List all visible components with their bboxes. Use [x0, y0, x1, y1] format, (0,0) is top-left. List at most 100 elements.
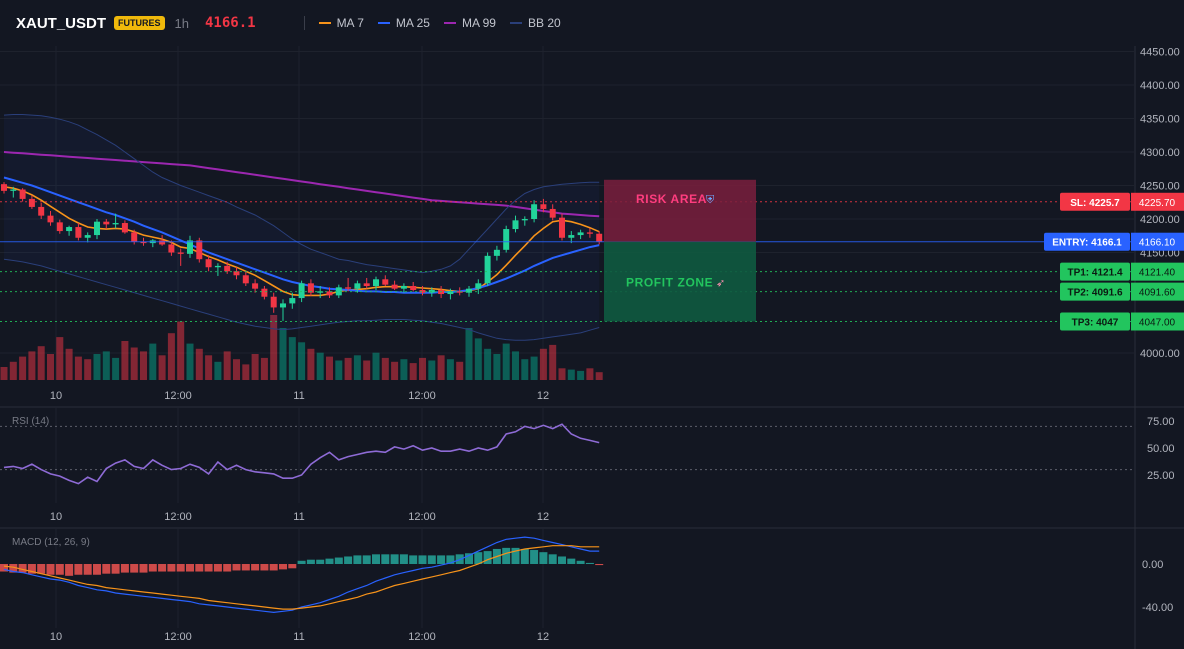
legend-swatch: [509, 22, 522, 24]
candle-body: [549, 208, 556, 218]
legend-ma99[interactable]: MA 99: [443, 16, 496, 30]
macd-hist-bar: [120, 564, 129, 573]
candle-body: [47, 215, 54, 223]
volume-bar: [270, 315, 278, 380]
volume-bar: [539, 348, 547, 380]
level-tag-text: TP3: 4047: [1072, 318, 1119, 329]
bb-lower-line: [3, 258, 600, 341]
macd-signal-line: [3, 545, 600, 610]
macd-hist-bar: [288, 564, 297, 569]
futures-badge: FUTURES: [114, 16, 165, 30]
candle-body: [38, 206, 45, 216]
level-tag-tp1: [1060, 262, 1130, 281]
legend-ma25[interactable]: MA 25: [377, 16, 430, 30]
level-tag-tp2: [1060, 282, 1130, 301]
macd-hist-bar: [65, 564, 74, 576]
macd-tick-label: 0.00: [1142, 559, 1163, 571]
time-tick-label: 12: [537, 390, 549, 402]
symbol-title[interactable]: XAUT_USDT: [16, 14, 107, 32]
volume-bar: [298, 342, 306, 380]
volume-bar: [205, 355, 213, 380]
volume-bar: [112, 357, 120, 380]
volume-bar: [121, 341, 129, 380]
time-tick-label: 12:00: [408, 511, 436, 523]
level-tag-text: TP2: 4091.6: [1067, 288, 1122, 299]
price-tick-label: 4450.00: [1140, 47, 1180, 59]
legend-ma7[interactable]: MA 7: [318, 16, 364, 30]
candle-body: [224, 265, 231, 272]
macd-hist-bar: [502, 547, 511, 564]
time-tick-label: 11: [293, 390, 304, 402]
level-price-tag: [1131, 262, 1184, 281]
macd-hist-bar: [139, 564, 148, 573]
candle-body: [335, 287, 342, 296]
time-tick-label: 12:00: [164, 390, 192, 402]
candle-body: [168, 244, 175, 253]
candle-body: [484, 255, 491, 284]
volume-bar: [419, 357, 426, 380]
level-price-tag: [1131, 282, 1184, 301]
volume-bar: [577, 370, 585, 380]
candle-body: [354, 283, 361, 289]
macd-hist-bar: [316, 559, 325, 564]
volume-bar: [502, 343, 510, 380]
volume-bar: [74, 356, 82, 380]
macd-hist-bar: [465, 553, 473, 564]
interval-label[interactable]: 1h: [174, 15, 189, 31]
time-tick-label: 12:00: [408, 631, 436, 643]
candle-body: [521, 219, 528, 221]
price-tick-label: 4350.00: [1140, 114, 1180, 126]
level-price-text: 4121.40: [1139, 268, 1176, 279]
time-tick-label: 10: [50, 390, 62, 402]
level-price-tag: [1131, 192, 1184, 211]
time-tick-label: 11: [293, 511, 304, 523]
macd-hist-bar: [158, 564, 167, 572]
profit-zone-label: PROFIT ZONE: [626, 276, 713, 290]
time-tick-label: 12:00: [164, 511, 192, 523]
volume-bar: [372, 352, 380, 380]
macd-hist-bar: [595, 564, 604, 566]
macd-hist-bar: [511, 547, 520, 564]
volume-bar: [0, 367, 8, 380]
macd-hist-bar: [213, 564, 222, 572]
macd-hist-bar: [37, 564, 46, 574]
price-tick-label: 4000.00: [1140, 348, 1180, 360]
volume-bar: [279, 328, 287, 380]
level-tag-text: SL: 4225.7: [1070, 198, 1120, 209]
candle-body: [345, 287, 352, 289]
volume-bar: [530, 356, 538, 380]
volume-bar: [474, 338, 482, 380]
candle-body: [1, 184, 7, 191]
candle-body: [586, 232, 593, 234]
macd-hist-bar: [372, 554, 380, 564]
volume-bar: [288, 337, 296, 380]
rocket-icon: ➶: [716, 278, 725, 290]
macd-hist-bar: [390, 554, 399, 564]
price-axis: 4450.00 4400.00 4350.00 4300.00 4250.00 4200.…: [50, 47, 1180, 644]
volume-bar: [56, 337, 64, 380]
volume-bar: [84, 359, 92, 380]
candle-body: [205, 259, 212, 268]
legend-bb20[interactable]: BB 20: [509, 16, 561, 30]
candle-body: [307, 283, 314, 293]
candle-body: [493, 249, 500, 256]
volume-bar: [512, 351, 519, 380]
level-tag-text: TP1: 4121.4: [1067, 268, 1122, 279]
legend-swatch: [443, 22, 456, 24]
candle-body: [19, 189, 26, 199]
macd-hist-bar: [111, 564, 120, 574]
level-price-text: 4166.10: [1139, 238, 1176, 249]
macd-hist-bar: [148, 564, 157, 572]
bb-upper-line: [3, 114, 600, 274]
chart-header: XAUT_USDT FUTURES 1h 4166.1 MA 7 MA 25 M…: [0, 0, 1184, 46]
volume-bar: [446, 359, 454, 380]
time-tick-label: 12: [537, 631, 549, 643]
price-tick-label: 4200.00: [1140, 214, 1180, 226]
macd-hist-bar: [483, 551, 492, 564]
profit-zone: [604, 241, 756, 322]
macd-hist-bar: [520, 548, 529, 564]
macd-hist-bar: [297, 560, 306, 564]
candle-body: [140, 241, 147, 244]
candle-body: [503, 229, 510, 250]
